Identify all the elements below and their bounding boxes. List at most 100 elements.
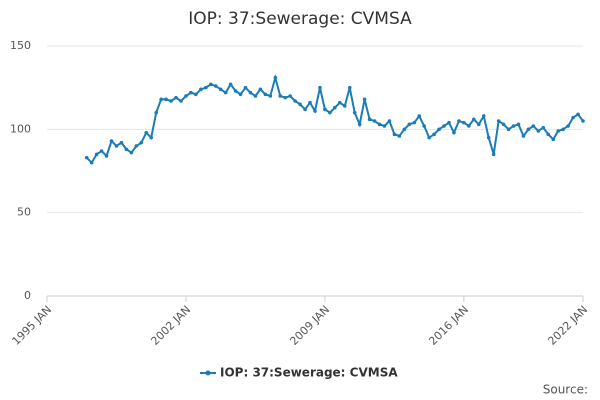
point xyxy=(278,94,283,98)
point xyxy=(367,117,372,122)
point xyxy=(129,150,134,155)
y-tick-label: 150 xyxy=(10,39,31,52)
point xyxy=(288,94,292,98)
y-tick-label: 0 xyxy=(24,289,31,302)
legend-marker xyxy=(205,370,211,376)
point xyxy=(243,85,248,90)
point xyxy=(576,112,580,117)
point xyxy=(338,100,342,105)
point xyxy=(551,137,556,142)
point xyxy=(352,110,357,115)
point xyxy=(541,125,546,130)
point xyxy=(372,119,377,123)
point xyxy=(566,124,570,128)
point xyxy=(571,115,575,120)
point xyxy=(134,144,139,148)
point xyxy=(556,129,560,133)
point xyxy=(313,109,317,113)
point xyxy=(218,87,223,92)
point xyxy=(486,135,491,140)
point xyxy=(323,107,327,112)
point xyxy=(476,122,481,127)
x-tick-label: 2009 JAN xyxy=(287,303,332,348)
point xyxy=(496,119,501,123)
point xyxy=(258,87,263,92)
point xyxy=(159,97,163,102)
point xyxy=(298,102,302,107)
point xyxy=(253,94,258,98)
point xyxy=(84,155,89,160)
point xyxy=(417,114,422,118)
point xyxy=(387,119,392,123)
point xyxy=(481,114,486,118)
point xyxy=(357,122,362,127)
point xyxy=(238,92,243,97)
point xyxy=(169,99,173,103)
point xyxy=(427,135,431,140)
point xyxy=(491,152,496,157)
point xyxy=(119,140,124,145)
point xyxy=(402,127,407,132)
point xyxy=(154,110,158,115)
point xyxy=(412,120,417,125)
point xyxy=(109,139,114,143)
point xyxy=(293,99,297,103)
point xyxy=(516,122,521,127)
point xyxy=(204,85,208,90)
point xyxy=(194,92,198,97)
point xyxy=(124,147,129,152)
chart-title: IOP: 37:Sewerage: CVMSA xyxy=(188,9,412,29)
point xyxy=(228,82,233,87)
point xyxy=(377,122,382,127)
point xyxy=(362,97,367,102)
point xyxy=(318,85,322,90)
point xyxy=(184,94,188,98)
x-tick-label: 2002 JAN xyxy=(148,303,193,348)
point xyxy=(457,119,461,123)
point xyxy=(144,130,149,135)
point xyxy=(347,85,352,90)
point xyxy=(174,95,178,100)
point xyxy=(273,75,278,80)
point xyxy=(189,90,193,95)
x-tick-label: 2016 JAN xyxy=(426,303,471,348)
point xyxy=(208,82,213,87)
point xyxy=(213,84,218,88)
point xyxy=(506,127,511,132)
source: Source: xyxy=(543,383,588,397)
point xyxy=(501,122,506,127)
point xyxy=(149,135,154,140)
y-tick-label: 50 xyxy=(17,206,31,219)
point xyxy=(467,124,471,128)
point xyxy=(462,120,466,125)
point xyxy=(199,87,203,92)
point xyxy=(407,122,412,127)
point xyxy=(397,134,402,138)
point xyxy=(342,104,347,108)
point xyxy=(581,119,585,123)
point xyxy=(526,127,531,132)
legend-label: IOP: 37:Sewerage: CVMSA xyxy=(220,366,398,380)
series-line xyxy=(85,73,584,165)
point xyxy=(99,149,104,153)
point xyxy=(328,110,332,115)
point xyxy=(447,120,451,125)
point xyxy=(536,129,541,133)
x-tick-label: 1995 JAN xyxy=(9,303,54,348)
point xyxy=(308,100,312,105)
point xyxy=(139,140,144,145)
point xyxy=(521,134,526,138)
point xyxy=(223,90,228,95)
point xyxy=(531,124,536,128)
point xyxy=(104,154,109,158)
point xyxy=(561,127,565,132)
point xyxy=(283,95,288,100)
x-tick-label: 2022 JAN xyxy=(545,303,590,348)
point xyxy=(233,89,238,93)
point xyxy=(392,132,397,137)
point xyxy=(164,97,168,102)
point xyxy=(333,105,337,110)
point xyxy=(422,124,426,128)
